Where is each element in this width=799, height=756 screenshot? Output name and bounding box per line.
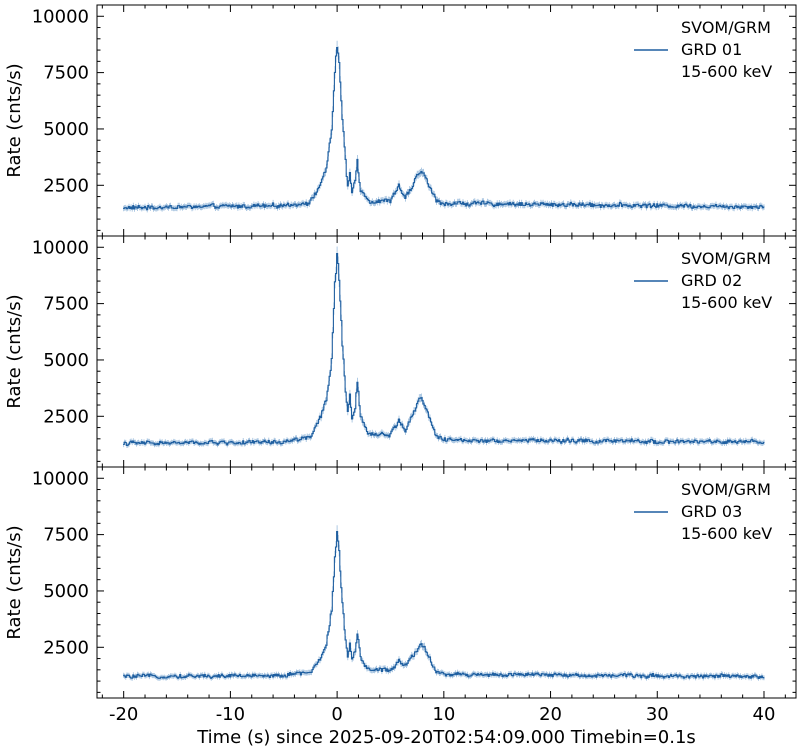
y-tick-label: 7500 bbox=[43, 294, 89, 315]
y-axis-title: Rate (cnts/s) bbox=[4, 525, 25, 639]
y-tick-label: 5000 bbox=[43, 119, 89, 140]
x-tick-label: 40 bbox=[753, 704, 776, 725]
panel-frame-3 bbox=[96, 466, 797, 699]
panel-3: 2500 5000 7500 10000 Rate (cnts/s) SVOM/GRM GR… bbox=[4, 466, 797, 725]
x-tick-label: 20 bbox=[539, 704, 562, 725]
error-bars-1 bbox=[123, 40, 765, 213]
legend-entry: 15-600 keV bbox=[681, 62, 772, 81]
legend-entry: SVOM/GRM bbox=[681, 249, 771, 268]
series-line-3 bbox=[123, 531, 765, 679]
series-line-2 bbox=[123, 253, 765, 447]
y-tick-label: 10000 bbox=[32, 6, 89, 27]
series-line-1 bbox=[123, 46, 765, 211]
y-tick-label: 5000 bbox=[43, 581, 89, 602]
legend-entry: SVOM/GRM bbox=[681, 18, 771, 37]
legend-entry: 15-600 keV bbox=[681, 524, 772, 543]
y-tick-label: 2500 bbox=[43, 637, 89, 658]
y-axis-title: Rate (cnts/s) bbox=[4, 63, 25, 177]
panel-1: 2500 5000 7500 10000 Rate (cnts/s) SVOM/GRM GR… bbox=[4, 4, 797, 237]
x-tick-label: 10 bbox=[432, 704, 455, 725]
y-tick-label: 7500 bbox=[43, 63, 89, 84]
error-bars-3 bbox=[123, 525, 765, 681]
error-bars-2 bbox=[123, 246, 765, 448]
y-tick-label: 5000 bbox=[43, 350, 89, 371]
y-axis-title: Rate (cnts/s) bbox=[4, 294, 25, 408]
legend-entry: GRD 01 bbox=[681, 40, 742, 59]
y-tick-label: 10000 bbox=[32, 237, 89, 258]
panel-2: 2500 5000 7500 10000 Rate (cnts/s) SVOM/GRM GR… bbox=[4, 235, 797, 468]
x-axis-title: Time (s) since 2025-09-20T02:54:09.000 T… bbox=[196, 727, 696, 748]
x-tick-label: -20 bbox=[109, 704, 138, 725]
x-tick-label: -10 bbox=[216, 704, 245, 725]
x-tick-label: 30 bbox=[646, 704, 669, 725]
y-tick-label: 2500 bbox=[43, 175, 89, 196]
legend-entry: SVOM/GRM bbox=[681, 480, 771, 499]
x-tick-label: 0 bbox=[331, 704, 342, 725]
y-tick-label: 2500 bbox=[43, 406, 89, 427]
y-tick-label: 7500 bbox=[43, 525, 89, 546]
legend-entry: 15-600 keV bbox=[681, 293, 772, 312]
legend-entry: GRD 02 bbox=[681, 271, 742, 290]
y-tick-label: 10000 bbox=[32, 468, 89, 489]
legend-entry: GRD 03 bbox=[681, 502, 742, 521]
